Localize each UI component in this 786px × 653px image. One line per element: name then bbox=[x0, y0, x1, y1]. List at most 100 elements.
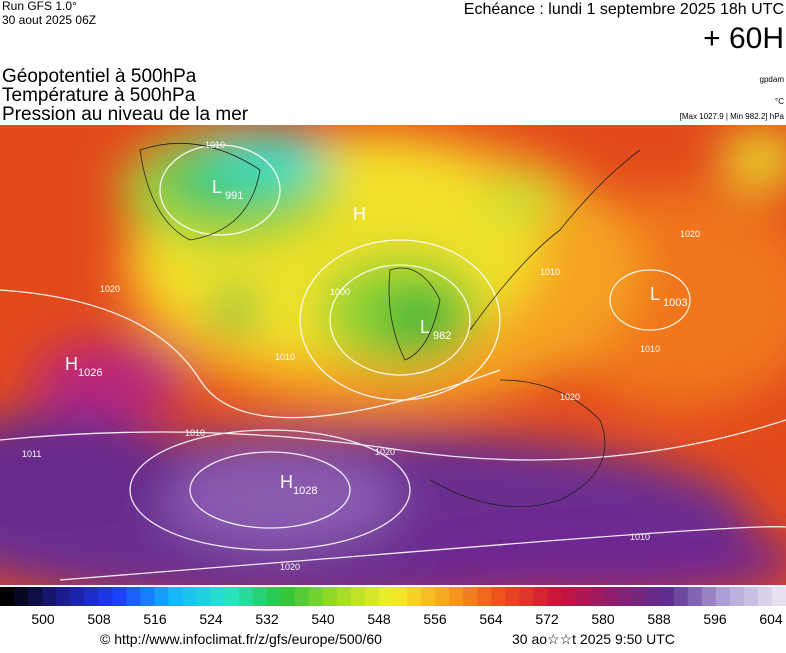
unit: gpdam bbox=[760, 75, 785, 84]
center-type: L bbox=[650, 284, 660, 304]
map bbox=[0, 125, 786, 585]
scale-cell bbox=[56, 587, 71, 606]
center-value: 1026 bbox=[78, 367, 102, 379]
scale-cell bbox=[98, 587, 113, 606]
scale-label: 596 bbox=[703, 611, 727, 627]
scale-cell bbox=[617, 587, 633, 606]
scale-cell bbox=[336, 587, 352, 606]
scale-cell bbox=[533, 587, 548, 606]
scale-cell bbox=[393, 587, 408, 606]
scale-cell bbox=[252, 587, 268, 606]
scale-cell bbox=[42, 587, 57, 606]
scale-cell bbox=[112, 587, 127, 606]
lead-time: + 60H bbox=[703, 22, 784, 55]
scale-cell bbox=[715, 587, 731, 606]
scale-label: 580 bbox=[591, 611, 615, 627]
scale-cell bbox=[659, 587, 675, 606]
scale-cell bbox=[266, 587, 282, 606]
scale-cell bbox=[771, 587, 786, 606]
scale-cell bbox=[182, 587, 197, 606]
scale-label: 572 bbox=[535, 611, 559, 627]
scale-cell bbox=[477, 587, 492, 606]
scale-cell bbox=[407, 587, 422, 606]
scale-cell bbox=[210, 587, 226, 606]
isobar-label: 1011 bbox=[22, 449, 41, 459]
isobar-label: 1010 bbox=[640, 344, 660, 354]
center-type: H bbox=[280, 472, 293, 492]
scale-cell bbox=[603, 587, 619, 606]
scale-label: 564 bbox=[479, 611, 503, 627]
scale-cell bbox=[378, 587, 394, 606]
scale-cell bbox=[743, 587, 759, 606]
scale-cell bbox=[421, 587, 436, 606]
scale-cell bbox=[154, 587, 169, 606]
run: Run GFS 1.0° bbox=[2, 0, 77, 13]
center-type: H bbox=[65, 354, 78, 374]
scale-cell bbox=[322, 587, 338, 606]
scale-cell bbox=[84, 587, 99, 606]
center-type: L bbox=[212, 177, 222, 197]
scale-label: 508 bbox=[87, 611, 111, 627]
center-value: 982 bbox=[433, 330, 451, 342]
scale-cell bbox=[140, 587, 155, 606]
scale-cell bbox=[196, 587, 212, 606]
pressure-range: [Max 1027.9 | Min 982.2] hPa bbox=[680, 112, 785, 121]
scale-label: 516 bbox=[143, 611, 167, 627]
scale-label: 540 bbox=[311, 611, 335, 627]
scale-label: 524 bbox=[199, 611, 223, 627]
scale-cell bbox=[294, 587, 310, 606]
center-value: 991 bbox=[225, 190, 243, 202]
scale-cell bbox=[645, 587, 661, 606]
run-date: 30 aout 2025 06Z bbox=[2, 13, 96, 27]
isobar-label: 1020 bbox=[280, 562, 300, 572]
scale-cell bbox=[238, 587, 254, 606]
isobar-label: 1020 bbox=[100, 284, 120, 294]
field: Géopotentiel à 500hPa bbox=[2, 66, 197, 87]
isobar-label: 1010 bbox=[185, 428, 205, 438]
scale-cell bbox=[0, 587, 15, 606]
center-value: 1003 bbox=[663, 297, 687, 309]
scale-cell bbox=[673, 587, 689, 606]
isobar-label: 1010 bbox=[205, 140, 225, 150]
scale-cell bbox=[70, 587, 85, 606]
scale-cell bbox=[126, 587, 141, 606]
scale-cell bbox=[491, 587, 506, 606]
scale-cell bbox=[519, 587, 534, 606]
forecast: Echéance : lundi 1 septembre 2025 18h UT… bbox=[464, 1, 784, 18]
center-value: 1028 bbox=[293, 485, 317, 497]
scale-cell bbox=[729, 587, 745, 606]
isobar-label: 1010 bbox=[275, 352, 295, 362]
color-scale: 500 508 516 524 532 540 548 556 564 572 580 588 596 6… bbox=[0, 587, 786, 627]
scale-cell bbox=[575, 587, 590, 606]
scale-cell bbox=[631, 587, 647, 606]
center-type: L bbox=[420, 317, 430, 337]
scale-label: 604 bbox=[759, 611, 783, 627]
isobar-label: 1020 bbox=[560, 392, 580, 402]
field: Pression au niveau de la mer bbox=[2, 104, 249, 125]
center-type: H bbox=[353, 204, 366, 224]
scale-label: 500 bbox=[31, 611, 55, 627]
scale-cell bbox=[168, 587, 183, 606]
scale-cell bbox=[589, 587, 605, 606]
unit: °C bbox=[775, 97, 784, 106]
isobar-label: 1010 bbox=[540, 267, 560, 277]
scale-cell bbox=[308, 587, 324, 606]
scale-label: 588 bbox=[647, 611, 671, 627]
scale-cell bbox=[224, 587, 240, 606]
scale-cell bbox=[463, 587, 478, 606]
scale-cell bbox=[14, 587, 29, 606]
scale-cell bbox=[364, 587, 380, 606]
scale-label: 556 bbox=[423, 611, 447, 627]
scale-cell bbox=[435, 587, 450, 606]
scale-cell bbox=[350, 587, 366, 606]
scale-cell bbox=[701, 587, 717, 606]
scale-cell bbox=[449, 587, 464, 606]
isobar-label: 1010 bbox=[630, 532, 650, 542]
isobar-label: 1020 bbox=[680, 229, 700, 239]
scale-cell bbox=[28, 587, 43, 606]
isobar-label: 1000 bbox=[330, 287, 350, 297]
field: Température à 500hPa bbox=[2, 85, 196, 106]
scale-label: 532 bbox=[255, 611, 279, 627]
